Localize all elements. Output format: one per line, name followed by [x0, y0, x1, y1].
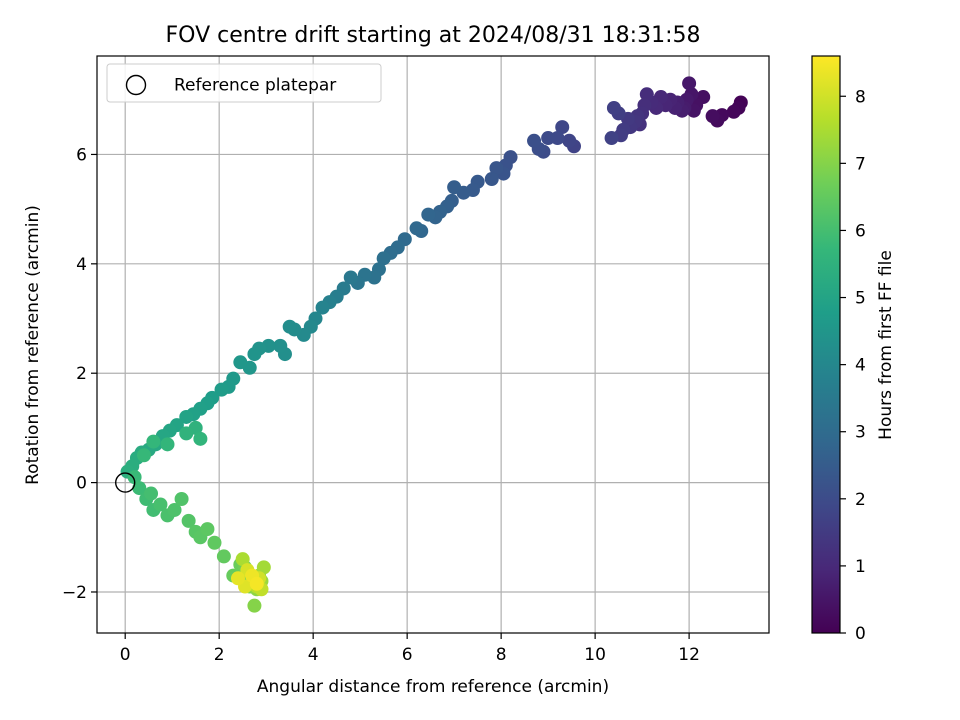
scatter-point	[604, 131, 619, 146]
colorbar-frame	[811, 55, 841, 634]
scatter-point	[726, 104, 741, 119]
colorbar-label: Hours from first FF file	[876, 250, 896, 440]
scatter-point	[562, 133, 577, 148]
scatter-point	[179, 426, 194, 441]
y-tick-label: 4	[76, 255, 87, 275]
scatter-point	[193, 431, 208, 446]
x-tick-label: 12	[678, 645, 700, 665]
reference-layer	[114, 472, 136, 493]
axis-ticks: 0 2 4 6 8 10 12 −2 0 2 4 6	[62, 145, 700, 665]
scatter-point	[343, 270, 358, 285]
y-tick-label: 6	[76, 145, 87, 165]
chart-title: FOV centre drift starting at 2024/08/31 …	[166, 23, 701, 48]
scatter-point	[153, 497, 168, 512]
scatter-point	[606, 100, 621, 115]
scatter-point	[200, 522, 215, 537]
scatter-point	[249, 576, 264, 591]
scatter-point	[541, 131, 556, 146]
colorbar-tick-label: 8	[855, 87, 866, 107]
y-tick-label: 0	[76, 474, 87, 494]
x-tick-label: 4	[308, 645, 319, 665]
scatter-point	[179, 409, 194, 424]
scatter-point	[447, 180, 462, 195]
scatter-point	[282, 319, 297, 334]
scatter-point	[167, 502, 182, 517]
scatter-point	[315, 300, 330, 315]
grid-layer	[97, 56, 769, 633]
scatter-point	[682, 76, 697, 91]
plot-frame	[96, 55, 770, 634]
colorbar-tick-label: 3	[855, 423, 866, 443]
scatter-point	[233, 355, 248, 370]
scatter-point	[127, 470, 142, 485]
scatter-point	[136, 448, 151, 463]
scatter-point	[230, 571, 245, 586]
legend-label: Reference platepar	[174, 76, 336, 96]
colorbar-gradient	[812, 56, 840, 633]
colorbar-tick-label: 2	[855, 490, 866, 510]
colorbar-tick-label: 0	[855, 624, 866, 644]
scatter-points	[120, 76, 748, 613]
scatter-point	[705, 109, 720, 124]
colorbar: 0 1 2 3 4 5 6 7 8 Hours from first FF file	[811, 55, 896, 644]
scatter-point	[174, 492, 189, 507]
x-tick-label: 0	[120, 645, 131, 665]
scatter-point	[247, 598, 262, 613]
scatter-point	[146, 434, 161, 449]
scatter-point	[555, 120, 570, 135]
scatter-point	[489, 161, 504, 176]
scatter-point	[216, 549, 231, 564]
scatter-point	[160, 437, 175, 452]
scatter-point	[214, 382, 229, 397]
scatter-point	[247, 347, 262, 362]
scatter-point	[527, 133, 542, 148]
scatter-point	[421, 207, 436, 222]
scatter-point	[273, 338, 288, 353]
colorbar-ticks: 0 1 2 3 4 5 6 7 8	[840, 87, 866, 644]
x-axis-label: Angular distance from reference (arcmin)	[257, 677, 609, 697]
scatter-point	[207, 535, 222, 550]
colorbar-tick-label: 4	[855, 356, 866, 376]
legend-marker-icon	[125, 74, 147, 96]
reference-platepar-marker	[114, 472, 136, 493]
colorbar-tick-label: 6	[855, 221, 866, 241]
scatter-point	[235, 552, 250, 567]
colorbar-tick-label: 1	[855, 557, 866, 577]
scatter-point	[256, 560, 271, 575]
scatter-point	[484, 172, 499, 187]
scatter-point	[181, 513, 196, 528]
scatter-point	[409, 221, 424, 236]
scatter-point	[144, 486, 159, 501]
y-tick-label: 2	[76, 364, 87, 384]
scatter-point	[376, 251, 391, 266]
y-axis-label: Rotation from reference (arcmin)	[23, 205, 43, 485]
colorbar-tick-label: 7	[855, 154, 866, 174]
legend-box	[106, 63, 382, 103]
x-tick-label: 6	[402, 645, 413, 665]
colorbar-tick-label: 5	[855, 289, 866, 309]
x-tick-label: 10	[584, 645, 606, 665]
scatter-point	[639, 87, 654, 102]
scatter-point	[132, 481, 147, 496]
legend: Reference platepar	[106, 63, 382, 103]
x-tick-label: 8	[496, 645, 507, 665]
y-tick-label: −2	[62, 583, 87, 603]
x-tick-label: 2	[214, 645, 225, 665]
